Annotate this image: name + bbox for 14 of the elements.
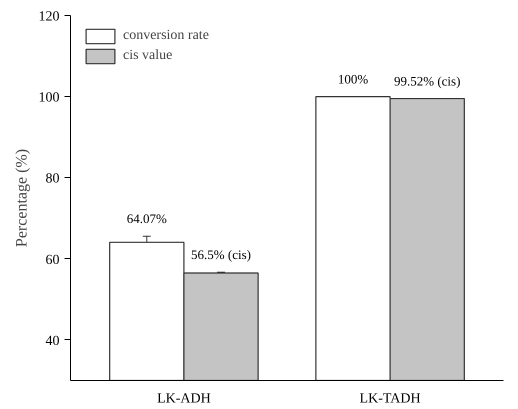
data-label: 64.07% <box>126 211 167 226</box>
y-tick-label: 40 <box>46 334 60 349</box>
y-tick-label: 120 <box>38 10 60 24</box>
y-tick-label: 60 <box>46 252 60 268</box>
x-tick-label: LK-TADH <box>360 392 421 406</box>
y-axis-title: Percentage (%) <box>14 148 30 248</box>
y-tick-label: 100 <box>38 90 60 106</box>
data-label: 56.5% (cis) <box>191 247 251 262</box>
data-label: 100% <box>338 71 368 86</box>
legend-label: conversion rate <box>123 28 209 44</box>
x-tick-label: LK-ADH <box>157 392 211 406</box>
legend-label: cis value <box>123 48 172 64</box>
data-label: 99.52% (cis) <box>394 73 460 88</box>
y-tick-label: 80 <box>46 172 60 187</box>
